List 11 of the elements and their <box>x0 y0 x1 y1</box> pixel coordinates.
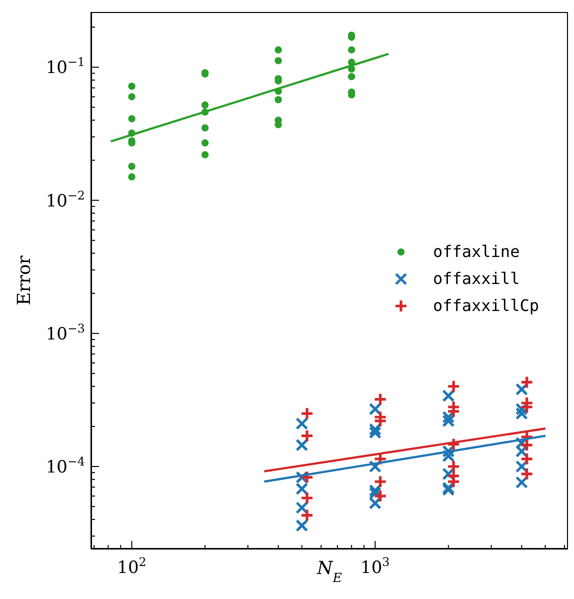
x-axis-title: N$_{E}$ <box>316 558 342 584</box>
y-tick-label: 10$^{−4}$ <box>46 454 85 478</box>
y-tick-label: 10$^{−1}$ <box>46 55 85 78</box>
y-tick-label: 10$^{−3}$ <box>46 321 85 344</box>
x-tick-label: 10$^{2}$ <box>117 555 146 578</box>
y-axis-title: Error <box>14 255 35 306</box>
legend-label: offaxline <box>433 242 520 261</box>
x-tick-label: 10$^{3}$ <box>360 555 390 578</box>
legend-label: offaxxill <box>433 269 520 288</box>
y-tick-label: 10$^{−2}$ <box>46 188 85 212</box>
legend-label: offaxxillCp <box>433 296 539 315</box>
